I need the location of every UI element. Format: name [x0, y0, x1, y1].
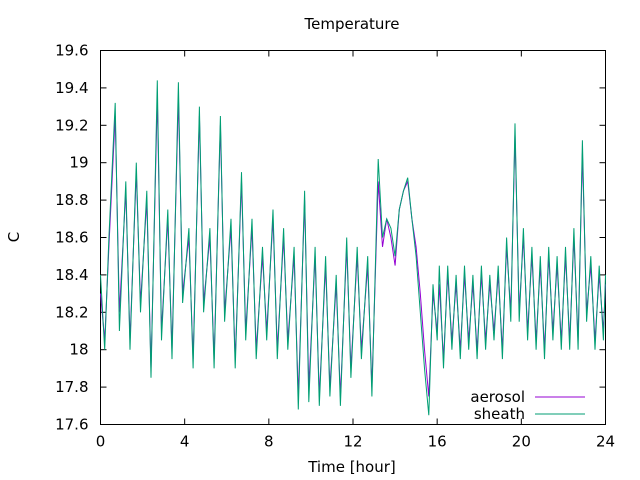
- x-tick-label: 16: [428, 433, 447, 451]
- y-tick-label: 17.8: [55, 378, 88, 396]
- y-tick-label: 19.4: [55, 79, 88, 97]
- y-tick-label: 19: [69, 154, 88, 172]
- y-tick-label: 18.4: [55, 266, 88, 284]
- y-tick-label: 19.2: [55, 116, 88, 134]
- x-tick-label: 8: [264, 433, 274, 451]
- y-tick-label: 17.6: [55, 416, 88, 434]
- chart-title: Temperature: [303, 15, 399, 33]
- series-line-aerosol: [100, 97, 606, 397]
- x-tick-label: 24: [596, 433, 615, 451]
- series-layer: [100, 80, 606, 416]
- legend-label-aerosol: aerosol: [470, 388, 525, 406]
- x-tick-label: 0: [96, 433, 106, 451]
- legend-label-sheath: sheath: [474, 405, 525, 423]
- y-tick-label: 18.2: [55, 303, 88, 321]
- y-tick-label: 18.6: [55, 229, 88, 247]
- x-tick-label: 12: [343, 433, 362, 451]
- y-tick-label: 18.8: [55, 191, 88, 209]
- series-line-sheath: [100, 80, 606, 416]
- y-tick-label: 19.6: [55, 42, 88, 60]
- y-axis-label: C: [5, 232, 23, 242]
- x-axis-label: Time [hour]: [307, 458, 396, 476]
- x-tick-label: 4: [180, 433, 190, 451]
- plot-frame: [100, 50, 606, 425]
- y-tick-label: 18: [69, 341, 88, 359]
- axis-ticks: 0 4 8 12 16 20 24 17.6 17.8 18 18.2 18.4 18.6 18.8 19 1…: [55, 42, 615, 451]
- x-tick-label: 20: [512, 433, 531, 451]
